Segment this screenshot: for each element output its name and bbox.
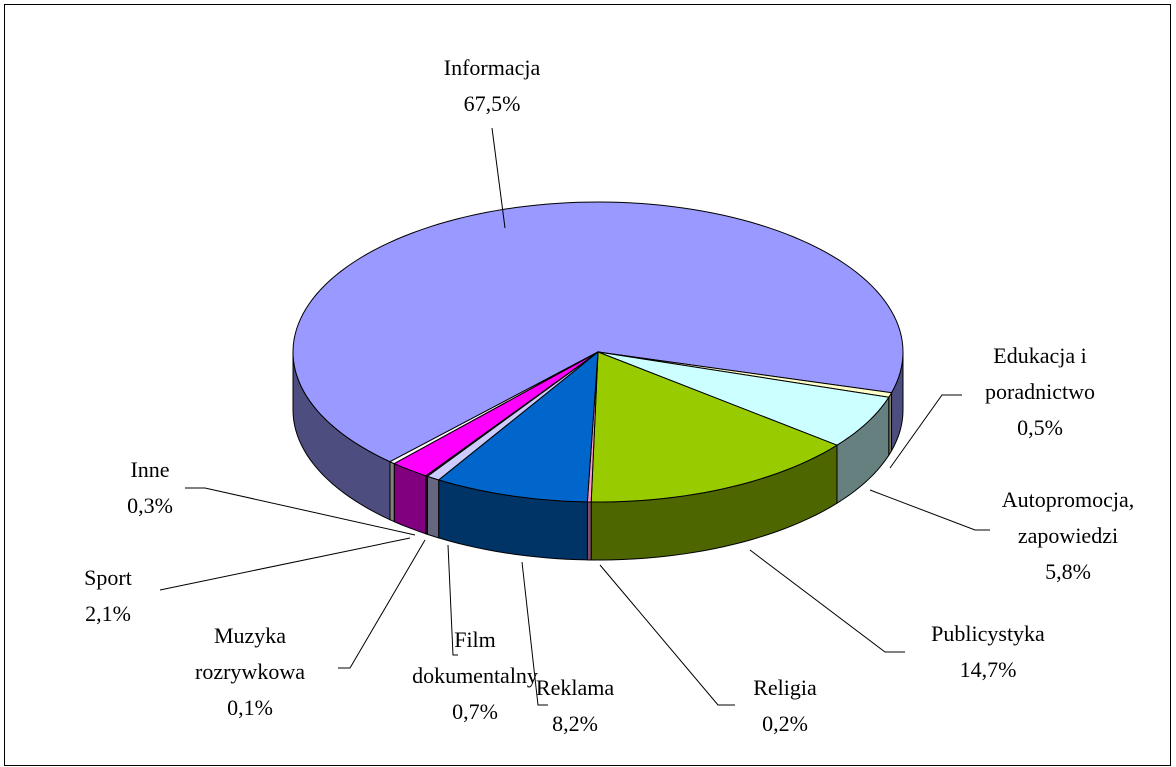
slice-label: Sport	[84, 565, 132, 590]
slice-label: Religia	[753, 675, 817, 700]
slice-value-label: 67,5%	[463, 91, 521, 116]
slice-label: Publicystyka	[931, 621, 1045, 646]
slice	[292, 201, 904, 463]
leader-line	[491, 127, 506, 229]
leader-line	[521, 561, 548, 706]
leader-line	[447, 544, 458, 656]
slice-value-label: 8,2%	[552, 711, 598, 736]
leader-line	[889, 394, 962, 469]
leader-line	[338, 539, 426, 669]
slice-value-label: 0,7%	[452, 699, 498, 724]
slice-value-label: 0,5%	[1017, 415, 1063, 440]
slice-value-label: 14,7%	[959, 657, 1017, 682]
leader-line	[185, 487, 416, 536]
slice	[388, 351, 599, 465]
slice-value-label: 2,1%	[85, 601, 131, 626]
slice	[437, 350, 599, 503]
slice-value-label: 5,8%	[1045, 559, 1091, 584]
slice-side	[426, 475, 440, 539]
leader-line	[749, 549, 905, 653]
slice-label: Reklama	[535, 675, 615, 700]
slice-label: Edukacja i poradnictwo	[985, 343, 1095, 404]
slice	[590, 351, 839, 503]
leader-line	[599, 564, 735, 706]
leader-line	[869, 489, 990, 531]
slice	[597, 351, 890, 446]
slice-value-label: 0,1%	[227, 695, 273, 720]
slice-label: Informacja	[443, 55, 541, 80]
slice-label: Inne	[130, 457, 170, 482]
slice-label: Muzyka rozrywkowa	[195, 623, 305, 684]
slice-side	[586, 501, 592, 561]
slice-value-label: 0,3%	[127, 493, 173, 518]
chart-frame	[4, 4, 1171, 766]
leader-line	[159, 537, 411, 591]
slice-label: Autopromocja, zapowiedzi	[1001, 487, 1135, 548]
slice-value-label: 0,2%	[762, 711, 808, 736]
slice-label: Film dokumentalny	[412, 627, 538, 688]
slice-side	[389, 460, 395, 523]
